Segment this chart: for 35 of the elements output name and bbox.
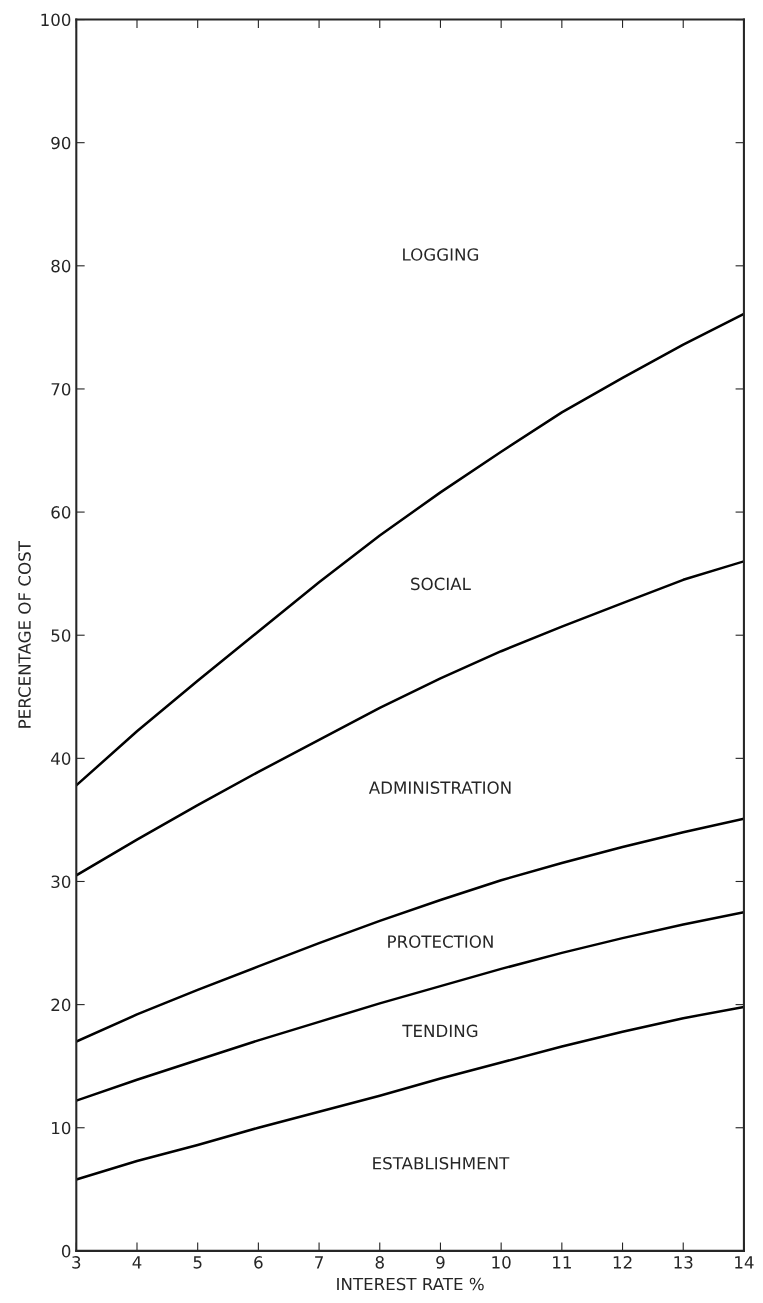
x-tick-label: 7 [315,1256,323,1269]
x-tick-label: 8 [375,1256,384,1269]
annotation: LOGGING [403,248,479,261]
x-tick-label: 6 [254,1256,263,1269]
line-series [76,560,744,877]
x-tick-label: 4 [132,1256,142,1269]
annotation: SOCIAL [411,577,471,591]
x-tick-label: 3 [72,1256,81,1269]
y-tick-label: 0 [61,1244,71,1258]
y-tick-label: 20 [51,998,71,1012]
x-tick-label: 13 [674,1256,693,1269]
x-tick-label: 9 [436,1256,445,1269]
x-tick-label: 11 [553,1256,571,1269]
annotation: PROTECTION [388,935,493,948]
x-axis-title: INTEREST RATE % [337,1277,484,1291]
y-tick-label: 50 [51,629,71,642]
x-tick-label: 14 [735,1256,754,1269]
y-axis-title: PERCENTAGE OF COST [18,541,31,728]
y-tick-label: 60 [51,506,71,519]
x-tick-label: 5 [193,1256,202,1269]
annotation: ESTABLISHMENT [373,1156,510,1170]
line-series [76,1005,744,1181]
y-tick-label: 70 [51,382,71,396]
line-series [76,911,744,1102]
y-tick-label: 10 [52,1121,71,1135]
y-tick-label: 90 [51,136,71,150]
y-tick-label: 100 [41,13,71,27]
x-tick-label: 12 [613,1256,632,1269]
annotation: TENDING [402,1024,478,1038]
y-tick-label: 80 [51,259,71,273]
annotation: ADMINISTRATION [368,781,511,794]
line-series [76,817,744,1043]
y-tick-label: 30 [51,875,71,889]
y-tick-label: 40 [51,752,71,765]
x-tick-label: 10 [492,1256,511,1269]
